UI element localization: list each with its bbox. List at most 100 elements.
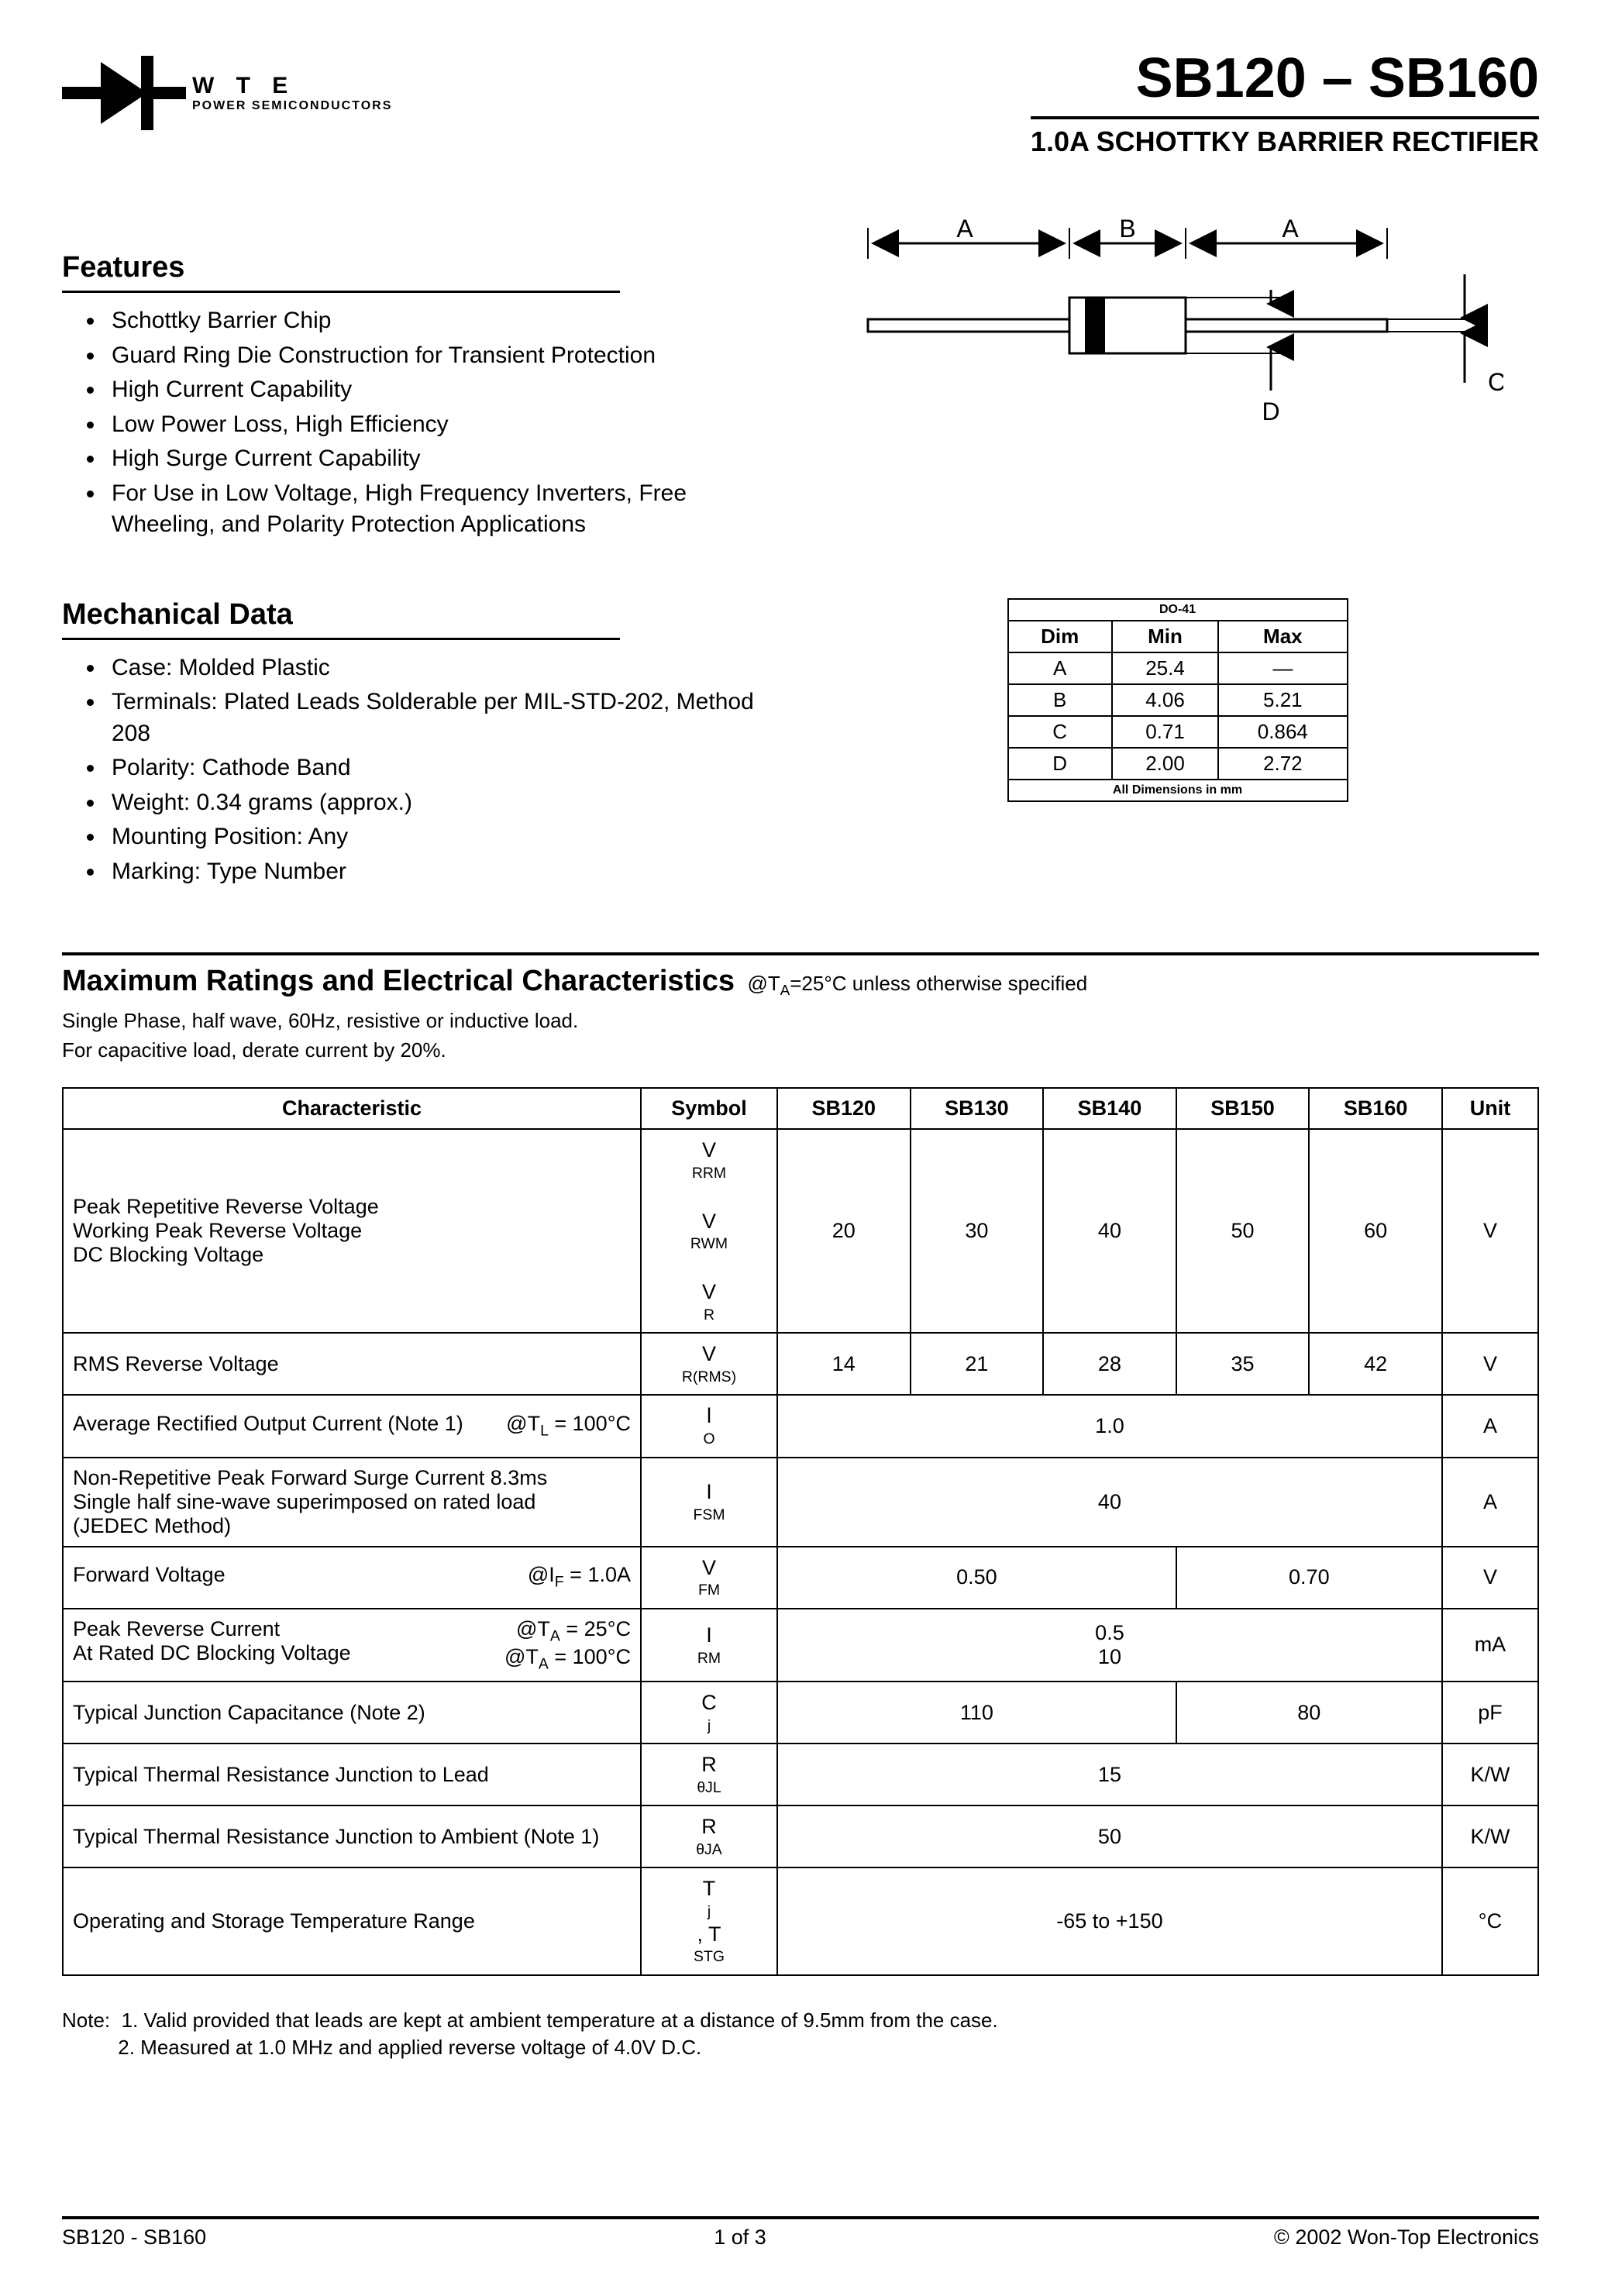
table-header: SB160 [1309, 1088, 1442, 1129]
ratings-condition: @TA=25°C unless otherwise specified [747, 972, 1087, 995]
table-cell: C [1008, 716, 1112, 748]
table-header: Characteristic [63, 1088, 641, 1129]
part-title: SB120 – SB160 [1031, 46, 1539, 110]
char-cell: Average Rectified Output Current (Note 1… [63, 1395, 641, 1457]
value-cell: 0.70 [1176, 1547, 1442, 1609]
ratings-heading-row: Maximum Ratings and Electrical Character… [62, 965, 1539, 999]
table-cell: 2.72 [1218, 748, 1347, 780]
table-cell: A [1008, 652, 1112, 684]
dim-table-footer: All Dimensions in mm [1007, 780, 1348, 802]
dim-d-label: D [1262, 398, 1279, 425]
table-row: C0.710.864 [1008, 716, 1348, 748]
value-cell: 28 [1043, 1333, 1176, 1395]
char-cell: Typical Junction Capacitance (Note 2) [63, 1682, 641, 1744]
table-header: SB120 [777, 1088, 911, 1129]
char-cell: Non-Repetitive Peak Forward Surge Curren… [63, 1458, 641, 1547]
footer-divider [62, 2216, 1539, 2219]
unit-cell: °C [1442, 1867, 1538, 1974]
value-cell: 42 [1309, 1333, 1442, 1395]
symbol-cell: Tj, TSTG [641, 1867, 777, 1974]
ratings-note1: Single Phase, half wave, 60Hz, resistive… [62, 1008, 1539, 1034]
list-item: Schottky Barrier Chip [105, 305, 785, 337]
table-row: D2.002.72 [1008, 748, 1348, 780]
table-row: Operating and Storage Temperature RangeT… [63, 1867, 1538, 1974]
value-cell: 50 [777, 1805, 1442, 1867]
dim-a-left-label: A [956, 215, 973, 243]
table-row: Typical Thermal Resistance Junction to L… [63, 1744, 1538, 1805]
footer-center: 1 of 3 [714, 2225, 766, 2250]
list-item: For Use in Low Voltage, High Frequency I… [105, 478, 785, 541]
value-cell: 20 [777, 1129, 911, 1334]
table-row: Typical Junction Capacitance (Note 2)Cj1… [63, 1682, 1538, 1744]
unit-cell: A [1442, 1458, 1538, 1547]
value-cell: 15 [777, 1744, 1442, 1805]
company-name: W T E [192, 73, 392, 99]
features-list: Schottky Barrier ChipGuard Ring Die Cons… [62, 305, 785, 541]
features-divider [62, 291, 620, 293]
dim-c-label: C [1488, 368, 1503, 396]
dim-a-right-label: A [1282, 215, 1299, 243]
list-item: Case: Molded Plastic [105, 652, 785, 684]
unit-cell: pF [1442, 1682, 1538, 1744]
value-cell: 60 [1309, 1129, 1442, 1334]
char-cell: Typical Thermal Resistance Junction to A… [63, 1805, 641, 1867]
table-header: SB150 [1176, 1088, 1310, 1129]
table-cell: — [1218, 652, 1347, 684]
unit-cell: A [1442, 1395, 1538, 1457]
unit-cell: V [1442, 1547, 1538, 1609]
mechanical-heading: Mechanical Data [62, 598, 785, 632]
table-header: Symbol [641, 1088, 777, 1129]
table-header: Min [1112, 621, 1218, 652]
symbol-cell: IRM [641, 1609, 777, 1682]
unit-cell: V [1442, 1129, 1538, 1334]
table-row: Typical Thermal Resistance Junction to A… [63, 1805, 1538, 1867]
table-row: B4.065.21 [1008, 684, 1348, 716]
title-block: SB120 – SB160 1.0A SCHOTTKY BARRIER RECT… [1031, 46, 1539, 158]
char-cell: RMS Reverse Voltage [63, 1333, 641, 1395]
part-subtitle: 1.0A SCHOTTKY BARRIER RECTIFIER [1031, 126, 1539, 158]
note-1: 1. Valid provided that leads are kept at… [122, 2009, 998, 2032]
list-item: Marking: Type Number [105, 856, 785, 888]
symbol-cell: VRRMVRWMVR [641, 1129, 777, 1334]
char-cell: Peak Repetitive Reverse VoltageWorking P… [63, 1129, 641, 1334]
value-cell: 21 [911, 1333, 1044, 1395]
list-item: Weight: 0.34 grams (approx.) [105, 787, 785, 819]
value-cell: 80 [1176, 1682, 1442, 1744]
dimension-table: DimMinMaxA25.4—B4.065.21C0.710.864D2.002… [1007, 620, 1348, 780]
footer-right: © 2002 Won-Top Electronics [1274, 2225, 1539, 2250]
list-item: Guard Ring Die Construction for Transien… [105, 340, 785, 372]
notes-label: Note: [62, 2009, 110, 2032]
dim-b-label: B [1119, 215, 1135, 243]
list-item: Low Power Loss, High Efficiency [105, 409, 785, 441]
ratings-table: CharacteristicSymbolSB120SB130SB140SB150… [62, 1087, 1539, 1976]
table-cell: 5.21 [1218, 684, 1347, 716]
notes-block: Note: 1. Valid provided that leads are k… [62, 2007, 1539, 2061]
table-row: Average Rectified Output Current (Note 1… [63, 1395, 1538, 1457]
unit-cell: K/W [1442, 1744, 1538, 1805]
value-cell: 35 [1176, 1333, 1310, 1395]
value-cell: 14 [777, 1333, 911, 1395]
table-row: RMS Reverse VoltageVR(RMS)1421283542V [63, 1333, 1538, 1395]
symbol-cell: RθJL [641, 1744, 777, 1805]
footer: SB120 - SB160 1 of 3 © 2002 Won-Top Elec… [62, 2225, 1539, 2250]
features-heading: Features [62, 251, 785, 284]
unit-cell: V [1442, 1333, 1538, 1395]
table-cell: 0.71 [1112, 716, 1218, 748]
char-cell: Peak Reverse CurrentAt Rated DC Blocking… [63, 1609, 641, 1682]
value-cell: 110 [777, 1682, 1176, 1744]
ratings-top-divider [62, 952, 1539, 955]
symbol-cell: VFM [641, 1547, 777, 1609]
value-cell: 0.510 [777, 1609, 1442, 1682]
table-cell: 25.4 [1112, 652, 1218, 684]
table-header: Dim [1008, 621, 1112, 652]
title-divider [1031, 116, 1539, 119]
table-row: Peak Repetitive Reverse VoltageWorking P… [63, 1129, 1538, 1334]
footer-left: SB120 - SB160 [62, 2225, 206, 2250]
table-header: Unit [1442, 1088, 1538, 1129]
list-item: Mounting Position: Any [105, 821, 785, 853]
value-cell: 30 [911, 1129, 1044, 1334]
symbol-cell: IFSM [641, 1458, 777, 1547]
ratings-heading: Maximum Ratings and Electrical Character… [62, 965, 735, 997]
package-diagram: A B A D C [852, 205, 1503, 453]
table-cell: 2.00 [1112, 748, 1218, 780]
